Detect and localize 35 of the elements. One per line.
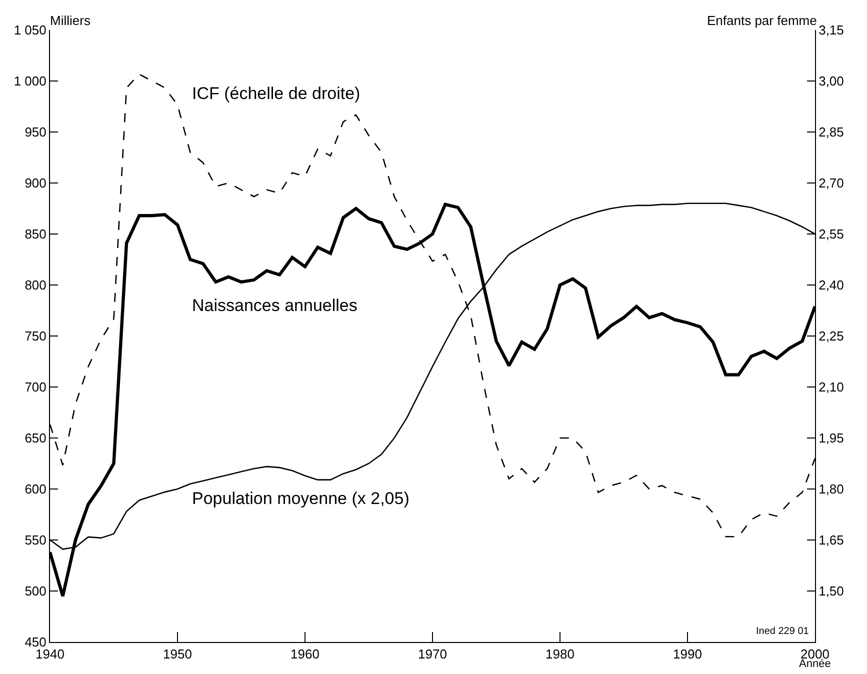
y-tick-label: 550 (24, 532, 46, 548)
annotation: Ined 229 01 (756, 626, 810, 637)
series-label: ICF (échelle de droite) (192, 84, 360, 103)
y2-tick-label: 1,80 (818, 482, 844, 497)
y2-tick-label: 2,70 (818, 176, 844, 191)
y-tick-label: 1 050 (14, 22, 46, 38)
y-tick-label: 950 (24, 124, 46, 140)
x-tick-label: 1970 (418, 646, 447, 662)
y-axis-title: Milliers (50, 13, 91, 28)
y2-axis-title: Enfants par femme (707, 13, 817, 28)
series-label: Naissances annuelles (192, 296, 358, 315)
y-tick-label: 800 (24, 278, 46, 293)
y2-tick-label: 3,15 (818, 22, 844, 38)
y-tick-label: 650 (24, 430, 46, 446)
x-tick-label: 1980 (546, 646, 574, 662)
y2-tick-label: 1,65 (818, 532, 844, 548)
y2-tick-label: 2,55 (818, 226, 844, 242)
y2-tick-label: 2,10 (818, 380, 844, 395)
x-tick-label: 1960 (290, 646, 320, 662)
y-tick-label: 900 (24, 176, 46, 191)
y2-tick-label: 2,25 (818, 328, 844, 344)
y-tick-label: 1 000 (14, 74, 46, 89)
y-tick-label: 500 (24, 584, 46, 599)
x-tick-label: 1990 (673, 646, 702, 662)
y-tick-label: 850 (24, 226, 46, 242)
x-tick-label: 1950 (163, 646, 192, 662)
series-label: Population moyenne (x 2,05) (192, 489, 410, 508)
y-tick-label: 700 (24, 380, 46, 395)
y2-tick-label: 2,85 (818, 124, 844, 140)
y2-tick-label: 2,40 (818, 278, 844, 293)
y2-tick-label: 3,00 (818, 74, 844, 89)
y-tick-label: 750 (24, 328, 46, 344)
y2-tick-label: 1,50 (818, 584, 844, 599)
y-tick-label: 600 (24, 482, 46, 497)
y2-tick-label: 1,95 (818, 430, 844, 446)
